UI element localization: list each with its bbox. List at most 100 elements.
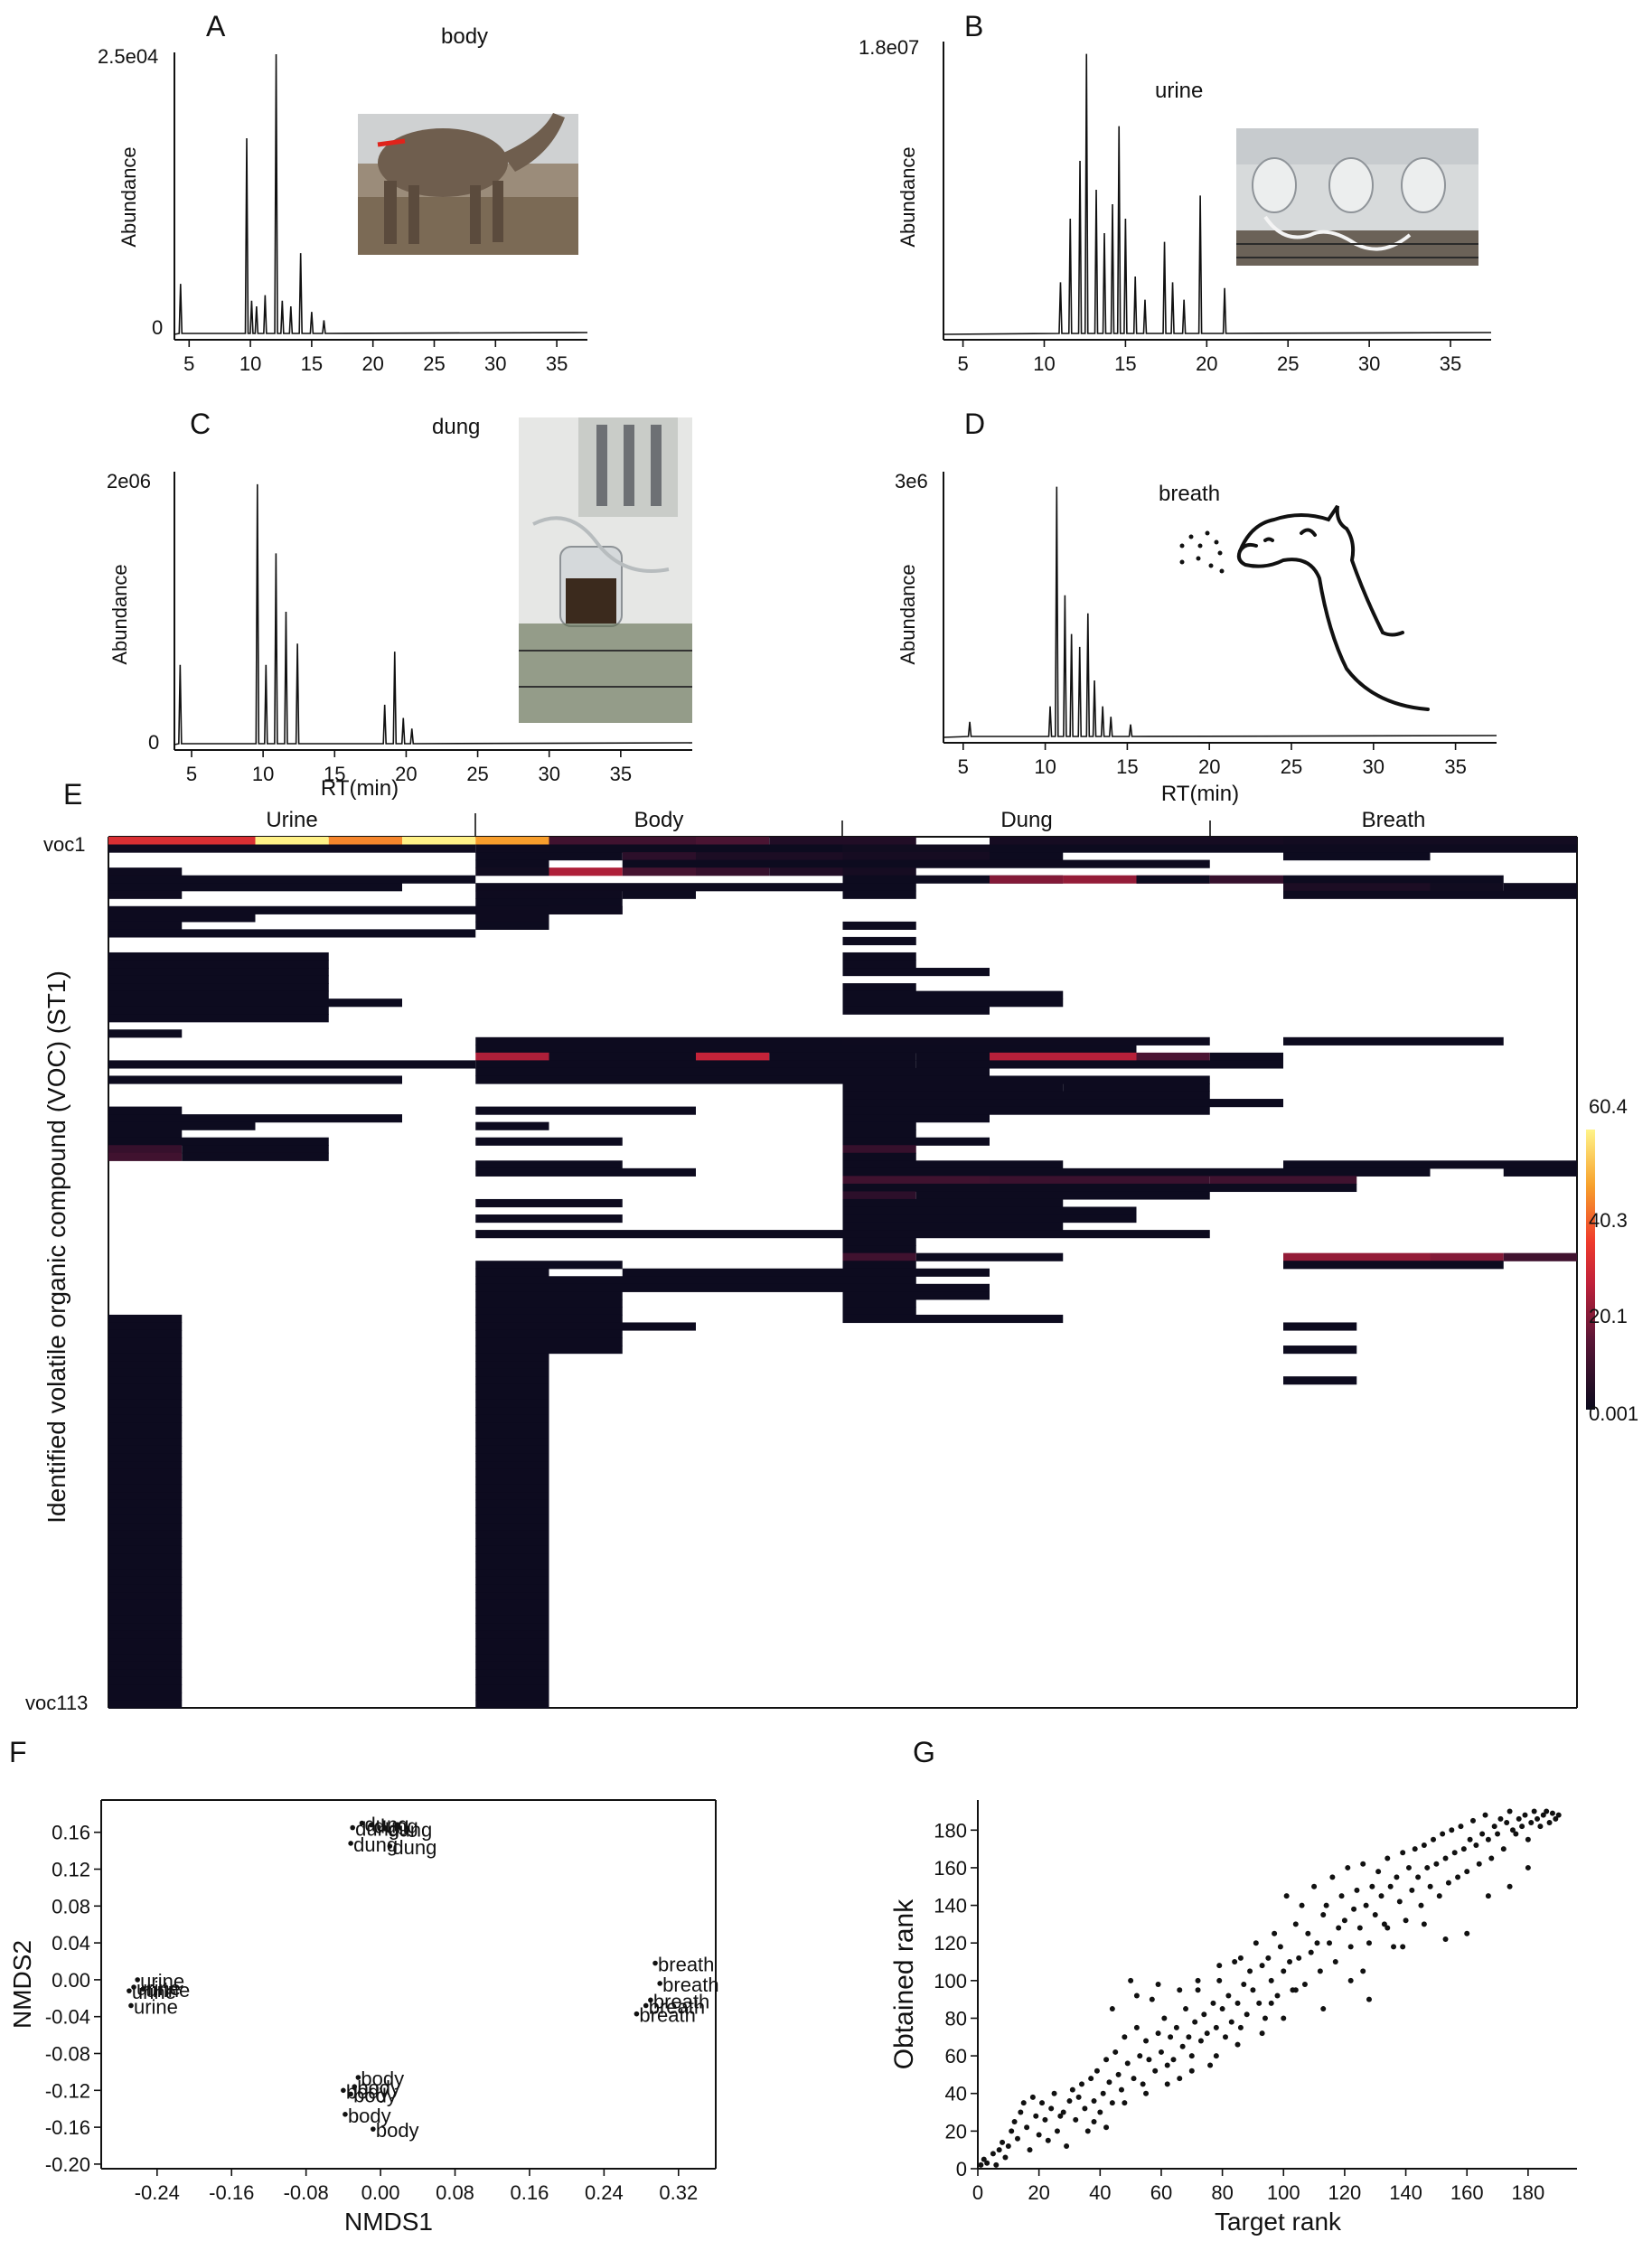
rank-point (1281, 1968, 1287, 1974)
rank-point (1000, 2139, 1006, 2145)
rank-point (1073, 2116, 1079, 2123)
rank-point (1122, 2034, 1128, 2040)
heatmap-cell (108, 837, 256, 846)
panel-d-xtick-label: 10 (1034, 755, 1056, 778)
heatmap-cell (475, 1299, 623, 1308)
heatmap-cell (842, 1167, 1283, 1177)
heatmap-cell (696, 837, 770, 846)
panel-a-xtick-label: 35 (546, 352, 568, 375)
heatmap-cell (915, 1191, 1210, 1200)
nmds-ytick-label: -0.04 (45, 2006, 90, 2029)
rank-point (1237, 1955, 1244, 1961)
panel-d: D breath 3e6 Abundance 5 10 15 20 25 30 35 RT(… (895, 408, 1497, 806)
heatmap-cell (108, 1430, 183, 1439)
rank-point (1029, 2094, 1036, 2100)
rank-point (1232, 1959, 1238, 1965)
heatmap-cell (108, 1453, 183, 1462)
nmds-point-label: breath (639, 2004, 695, 2027)
heatmap-first-row-label: voc1 (43, 833, 85, 856)
heatmap-cell (108, 1137, 329, 1146)
nmds-point (127, 1988, 132, 1993)
heatmap-cell (475, 1075, 843, 1084)
rank-point (1177, 1987, 1183, 1993)
heatmap-cell (108, 875, 476, 884)
dung-sampling-photo (519, 417, 692, 723)
rank-ylabel: Obtained rank (889, 1899, 919, 2069)
rank-xlabel: Target rank (1215, 2208, 1342, 2236)
rank-point (1197, 2038, 1204, 2044)
rank-xtick-label: 80 (1211, 2181, 1233, 2204)
heatmap-cell (696, 867, 770, 877)
rank-point (1287, 1959, 1293, 1965)
heatmap-cell (842, 1036, 1210, 1045)
panel-e: E Urine Body Dung Breath voc1 voc113 Identi… (25, 778, 1638, 1714)
rank-point (1103, 2057, 1110, 2063)
rank-point (1329, 1874, 1336, 1880)
rank-point (1075, 2094, 1082, 2100)
nmds-point (634, 2011, 640, 2017)
rank-point (1299, 1902, 1305, 1908)
heatmap-cell (108, 1692, 183, 1702)
panel-b-xtick-label: 25 (1277, 352, 1299, 375)
rank-point (1507, 1883, 1513, 1889)
heatmap-cell (108, 1499, 183, 1508)
panel-g: G 0 20 40 60 80 100 120 140 160 180 0 20 40 60 80 100 12… (889, 1736, 1577, 2236)
nmds-point-label: body (348, 2105, 391, 2127)
heatmap-cell (475, 1414, 549, 1423)
rank-point (1272, 1930, 1278, 1936)
heatmap-cell (108, 1383, 183, 1392)
nmds-point (352, 2084, 358, 2090)
heatmap-cell (622, 890, 696, 899)
heatmap-cell (108, 1114, 402, 1123)
rank-ytick-label: 140 (934, 1895, 967, 1918)
heatmap-cell (475, 1569, 549, 1578)
camel-breath-drawing (1236, 504, 1430, 711)
heatmap-cell (108, 975, 329, 984)
rank-point (1133, 2024, 1140, 2030)
heatmap-cell (108, 1399, 183, 1408)
rank-point (1341, 1918, 1347, 1924)
heatmap-cell (108, 1623, 183, 1632)
rank-point (1222, 2034, 1228, 2040)
rank-point (1268, 1977, 1274, 1983)
rank-point (1540, 1812, 1546, 1818)
heatmap-cell (1430, 883, 1504, 892)
heatmap-cell (108, 1538, 183, 1547)
heatmap-cell (475, 867, 549, 877)
heatmap-cell (842, 1191, 916, 1200)
panel-c-xtick-label: 20 (395, 763, 417, 785)
heatmap-cell (1283, 852, 1431, 861)
rank-point (1002, 2154, 1009, 2161)
rank-point (1507, 1808, 1513, 1814)
nmds-point (355, 2075, 361, 2080)
panel-c-xtick-label: 15 (324, 763, 345, 785)
rank-point (1544, 1808, 1550, 1814)
heatmap-cell (108, 990, 329, 999)
panel-letter-c: C (190, 408, 211, 440)
rank-point (1057, 2113, 1064, 2119)
rank-point (1381, 1921, 1387, 1927)
rank-point (1124, 2060, 1131, 2067)
panel-c-xtick-label: 30 (538, 763, 559, 785)
heatmap-cell (475, 1399, 549, 1408)
panel-b-label: urine (1155, 79, 1203, 103)
rank-point (1323, 1902, 1329, 1908)
heatmap-cell (1283, 1376, 1357, 1385)
rank-point (1378, 1893, 1384, 1899)
heatmap-cell (108, 1523, 183, 1532)
heatmap-colorbar (1586, 1130, 1595, 1410)
heatmap-cells (108, 837, 1577, 1709)
panel-a-xtick-label: 20 (361, 352, 383, 375)
heatmap-cell (255, 837, 329, 846)
heatmap-cell (475, 1630, 549, 1639)
nmds-point-label: body (376, 2119, 419, 2142)
rank-point (1525, 1836, 1531, 1842)
heatmap-cell (475, 1346, 623, 1355)
rank-xtick-label: 100 (1267, 2181, 1300, 2204)
rank-ytick-label: 180 (934, 1819, 967, 1842)
heatmap-cell (475, 852, 623, 861)
heatmap-cell (1283, 844, 1577, 853)
rank-point (1133, 1993, 1140, 1999)
rank-point (1491, 1824, 1497, 1830)
rank-point (1415, 1874, 1422, 1880)
